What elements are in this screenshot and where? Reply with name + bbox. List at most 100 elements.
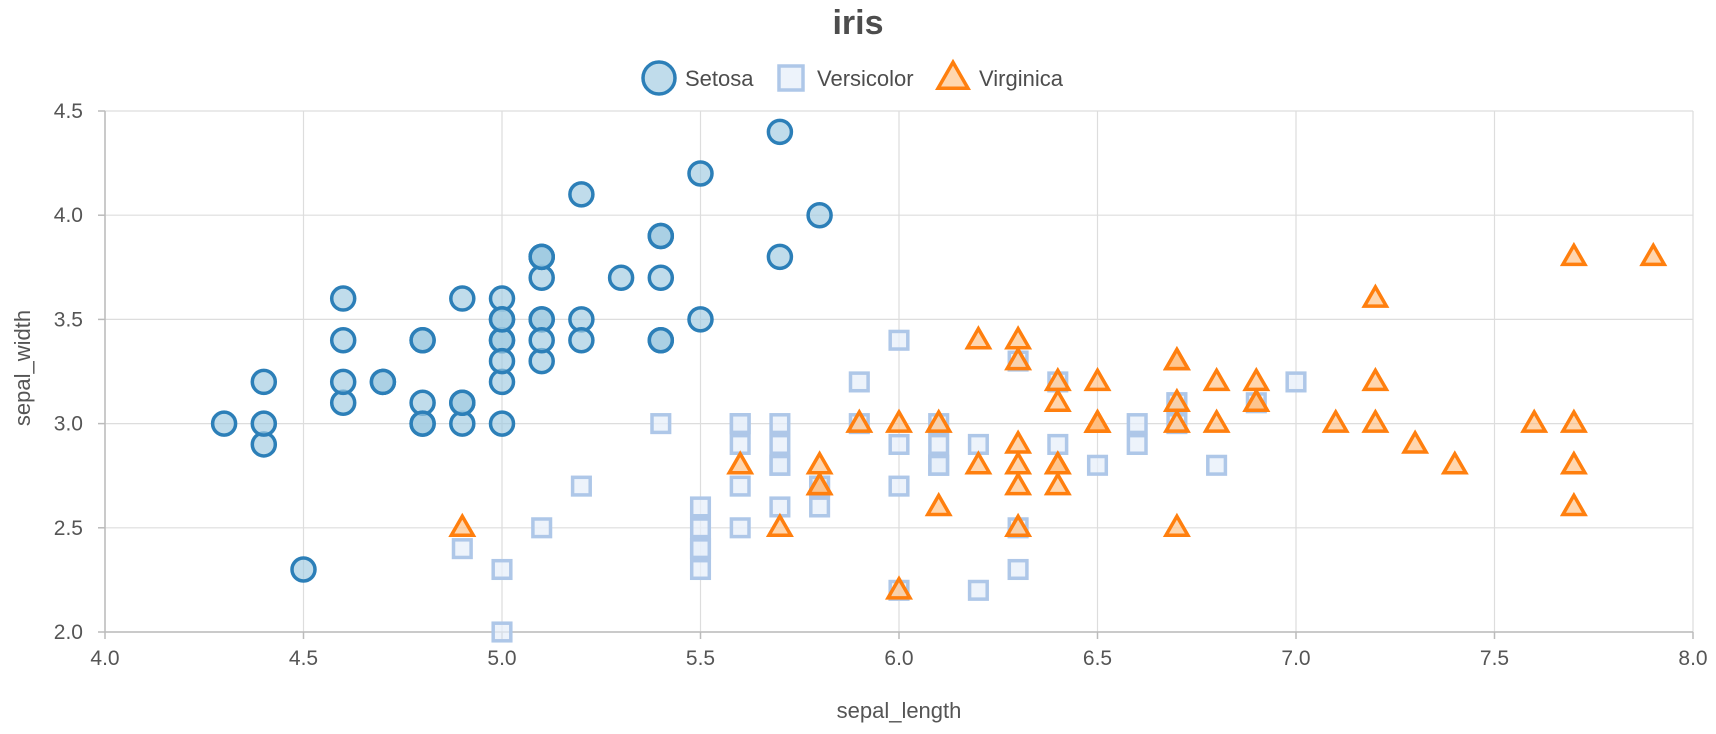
- y-tick-label: 2.0: [54, 621, 83, 644]
- versicolor-point: [729, 517, 751, 539]
- setosa-point: [250, 368, 278, 396]
- x-tick-label: 5.5: [686, 647, 715, 670]
- setosa-point: [369, 368, 397, 396]
- virginica-point: [1321, 408, 1350, 433]
- setosa-point: [568, 181, 595, 208]
- series-virginica: [448, 241, 1668, 600]
- x-tick-label: 7.5: [1480, 647, 1509, 670]
- versicolor-point: [1007, 558, 1029, 581]
- legend-item-setosa: Setosa: [641, 60, 754, 96]
- legend-label: Versicolor: [817, 66, 914, 91]
- virginica-point: [1559, 241, 1588, 267]
- y-tick-label: 2.5: [54, 517, 83, 540]
- virginica-point: [1202, 408, 1231, 433]
- virginica-point: [1083, 408, 1112, 433]
- versicolor-point: [729, 475, 751, 497]
- versicolor-point: [888, 475, 910, 497]
- versicolor-point: [848, 371, 870, 393]
- versicolor-point: [689, 496, 712, 518]
- virginica-point: [1639, 241, 1668, 267]
- legend-circle-icon: [641, 60, 677, 96]
- x-tick-label: 4.0: [90, 647, 119, 670]
- y-tick-label: 3.0: [54, 413, 83, 436]
- virginica-point: [885, 408, 913, 433]
- versicolor-point: [888, 329, 910, 351]
- versicolor-point: [491, 621, 513, 643]
- virginica-point: [1361, 283, 1390, 308]
- setosa-point: [409, 326, 436, 354]
- y-tick-label: 4.0: [54, 204, 83, 227]
- virginica-point: [1004, 471, 1033, 496]
- versicolor-point: [531, 517, 553, 539]
- setosa-point: [766, 243, 794, 271]
- versicolor-point: [1126, 433, 1148, 455]
- virginica-point: [924, 491, 953, 517]
- x-tick-label: 7.0: [1281, 647, 1310, 670]
- virginica-point: [1401, 429, 1430, 454]
- versicolor-point: [729, 413, 751, 435]
- virginica-point: [1361, 408, 1390, 433]
- versicolor-point: [769, 454, 791, 476]
- y-tick-label: 3.5: [54, 308, 83, 331]
- versicolor-point: [769, 413, 791, 435]
- virginica-point: [1520, 408, 1549, 433]
- versicolor-point: [689, 538, 712, 560]
- virginica-point: [1004, 450, 1033, 475]
- setosa-point: [806, 201, 833, 229]
- y-tick-label: 4.5: [54, 100, 83, 123]
- versicolor-point: [967, 579, 989, 601]
- virginica-point: [1043, 450, 1072, 475]
- setosa-point: [488, 306, 516, 333]
- setosa-point: [607, 264, 635, 291]
- virginica-point: [1440, 450, 1469, 475]
- setosa-point: [329, 285, 357, 312]
- legend-label: Virginica: [979, 66, 1064, 91]
- virginica-point: [1043, 471, 1072, 496]
- x-tick-label: 8.0: [1678, 647, 1707, 670]
- versicolor-point: [1086, 454, 1109, 476]
- versicolor-point: [451, 538, 473, 560]
- setosa-point: [528, 243, 555, 271]
- setosa-point: [210, 410, 238, 437]
- virginica-point: [1083, 366, 1112, 392]
- virginica-point: [1162, 346, 1191, 371]
- axes: 4.0 4.5 5.0 5.5 6.0 6.5 7.0 7.5 8.0 2.0 2.5 3.0 3.5 4…: [54, 100, 1708, 670]
- legend: Setosa Versicolor Virginica: [641, 58, 1064, 96]
- virginica-point: [448, 512, 477, 538]
- versicolor-point: [888, 433, 910, 455]
- setosa-point: [449, 285, 476, 312]
- versicolor-point: [1126, 413, 1148, 435]
- virginica-point: [845, 408, 874, 433]
- virginica-point: [1242, 366, 1271, 392]
- virginica-point: [1004, 325, 1033, 350]
- setosa-point: [488, 347, 516, 375]
- versicolor-point: [570, 475, 592, 497]
- versicolor-point: [809, 496, 831, 518]
- virginica-point: [1162, 512, 1191, 538]
- setosa-point: [250, 410, 278, 437]
- versicolor-point: [689, 517, 712, 539]
- setosa-point: [766, 118, 794, 146]
- legend-label: Setosa: [685, 66, 754, 91]
- setosa-point: [329, 326, 357, 354]
- data-points: [210, 118, 1668, 643]
- virginica-point: [805, 450, 834, 475]
- series-versicolor: [451, 329, 1307, 643]
- virginica-point: [1004, 512, 1033, 538]
- legend-item-versicolor: Versicolor: [777, 64, 914, 92]
- setosa-point: [449, 389, 476, 417]
- versicolor-point: [689, 558, 712, 581]
- virginica-point: [1559, 408, 1588, 433]
- versicolor-point: [769, 433, 791, 455]
- virginica-point: [1361, 366, 1390, 392]
- setosa-point: [528, 326, 555, 354]
- setosa-point: [647, 264, 675, 291]
- virginica-point: [726, 450, 755, 475]
- versicolor-point: [1206, 454, 1228, 476]
- y-axis-label: sepal_width: [10, 310, 35, 426]
- virginica-point: [1559, 450, 1588, 475]
- versicolor-point: [650, 413, 672, 435]
- setosa-point: [568, 326, 595, 354]
- virginica-point: [1004, 346, 1033, 371]
